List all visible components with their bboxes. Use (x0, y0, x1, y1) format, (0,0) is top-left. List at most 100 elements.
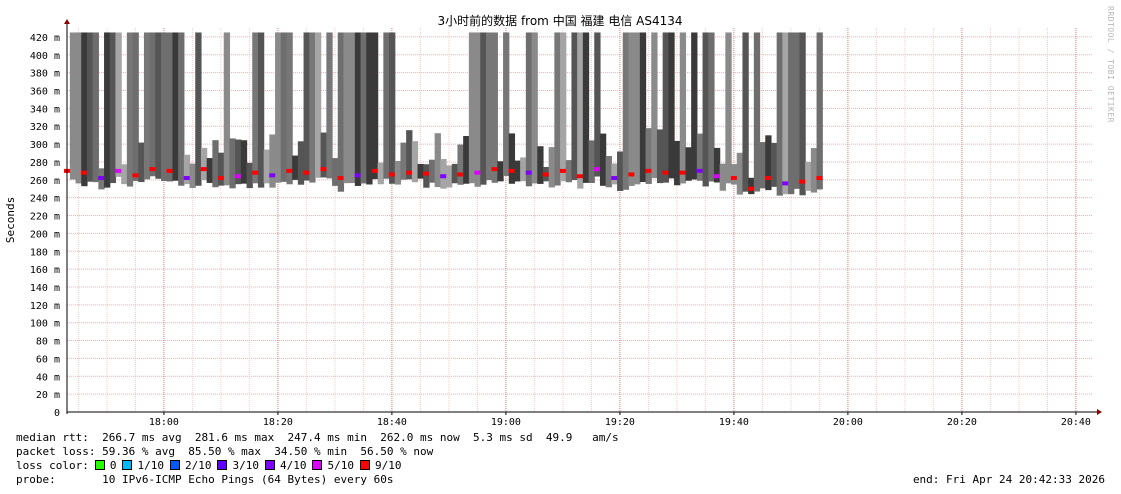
smoke-bar (86, 32, 94, 182)
smoke-bar (634, 32, 641, 185)
smoke-bar (423, 164, 430, 188)
y-tick-label: 220 m (30, 212, 60, 223)
median-point (542, 172, 549, 177)
probe-label: probe: (16, 473, 56, 486)
smoke-bar (662, 32, 669, 183)
smoke-bar (571, 32, 578, 180)
smoke-bar (782, 32, 789, 195)
smoke-bar (275, 32, 282, 183)
smoke-bar (514, 160, 521, 182)
smoke-bar (411, 141, 419, 183)
y-tick-label: 420 m (30, 33, 60, 44)
y-tick-label: 20 m (36, 390, 60, 401)
smoke-bar (691, 32, 698, 180)
median-point (235, 174, 241, 179)
smoke-bar (719, 163, 726, 191)
loss-swatch-label-1: 1/10 (137, 459, 164, 472)
smoke-bar (189, 163, 196, 189)
smoke-bar (577, 32, 584, 189)
median-point (132, 173, 139, 178)
smoke-bar (406, 130, 413, 180)
median-point (371, 168, 378, 173)
smoke-bar (622, 32, 630, 190)
smoke-bar (497, 161, 504, 182)
y-tick-label: 40 m (36, 372, 60, 383)
median-point (200, 167, 207, 172)
smoke-bar (645, 128, 652, 184)
y-tick-label: 300 m (30, 140, 60, 151)
median-point (474, 170, 481, 175)
smoke-bar (685, 147, 692, 181)
smoke-bar (696, 133, 704, 181)
smoke-bar (582, 32, 590, 183)
smoke-bar (651, 32, 658, 179)
y-tick-label: 400 m (30, 51, 60, 62)
smoke-bar (235, 139, 242, 185)
smoke-bar (446, 165, 453, 188)
median-point (388, 172, 395, 177)
loss-swatch-1 (122, 460, 133, 470)
smoke-bar (599, 133, 607, 186)
smoke-bar (69, 32, 77, 180)
smoke-bar (320, 132, 327, 178)
y-tick-label: 380 m (30, 69, 60, 80)
x-tick-label: 18:20 (263, 417, 293, 428)
median-point (406, 170, 412, 175)
smoke-bar (394, 160, 402, 185)
smoke-bar (480, 32, 487, 185)
median-point (765, 176, 772, 181)
smoke-bar (240, 140, 248, 184)
smoke-bar (343, 32, 350, 184)
x-axis-arrow (1097, 409, 1102, 415)
smoke-bar (525, 32, 533, 187)
x-tick-label: 20:20 (947, 417, 977, 428)
smoke-bar (611, 163, 618, 185)
y-axis-label: Seconds (4, 197, 17, 243)
smoke-bar (121, 164, 128, 185)
y-tick-label: 80 m (36, 337, 60, 348)
smoke-bar (104, 32, 111, 188)
y-tick-label: 0 (54, 408, 60, 419)
smoke-bar (166, 32, 174, 182)
y-tick-label: 340 m (30, 104, 60, 115)
median-point (286, 168, 293, 173)
median-point (816, 176, 823, 181)
latency-chart: 0 20 m 40 m 60 m 80 m 100 m 120 m 140 m 160 m 180… (0, 0, 1102, 428)
smoke-bar (183, 154, 191, 185)
smoke-bar (679, 32, 687, 184)
smoke-bar (810, 148, 818, 193)
x-tick-label: 19:20 (605, 417, 635, 428)
probe-line: probe: 10 IPv6-ICMP Echo Pings (64 Bytes… (16, 473, 394, 487)
smoke-bar (474, 32, 481, 187)
y-tick-label: 280 m (30, 158, 60, 169)
median-point (594, 167, 601, 172)
median-point (491, 167, 498, 172)
smoke-bar (554, 32, 561, 186)
smoke-bar (725, 32, 732, 184)
smoke-bar (508, 133, 516, 184)
smoke-bar (451, 163, 459, 184)
smoke-bar (605, 155, 612, 188)
median-rtt-line: median rtt: 266.7 ms avg 281.6 ms max 24… (16, 431, 619, 445)
smoke-bar (656, 129, 664, 184)
smoke-bar (314, 32, 322, 178)
smoke-bar (377, 162, 384, 185)
y-tick-label: 100 m (30, 319, 60, 330)
y-tick-label: 200 m (30, 229, 60, 240)
smoke-bar (178, 32, 185, 186)
median-point (183, 176, 190, 181)
median-point (559, 168, 566, 173)
smoke-bar (366, 32, 373, 185)
smoke-bar (138, 142, 145, 183)
packet-loss-line: packet loss: 59.36 % avg 85.50 % max 34.… (16, 445, 433, 459)
smoke-bar (92, 32, 99, 183)
loss-swatch-3 (217, 460, 228, 470)
smoke-bar (223, 32, 231, 186)
loss-color-label: loss color: (16, 459, 89, 472)
x-tick-label: 18:40 (377, 417, 407, 428)
median-point (337, 176, 344, 181)
smoke-bar (400, 142, 407, 180)
smoke-bar (195, 32, 202, 186)
median-rtt-label: median rtt: (16, 431, 89, 444)
smoke-bar (805, 161, 812, 191)
